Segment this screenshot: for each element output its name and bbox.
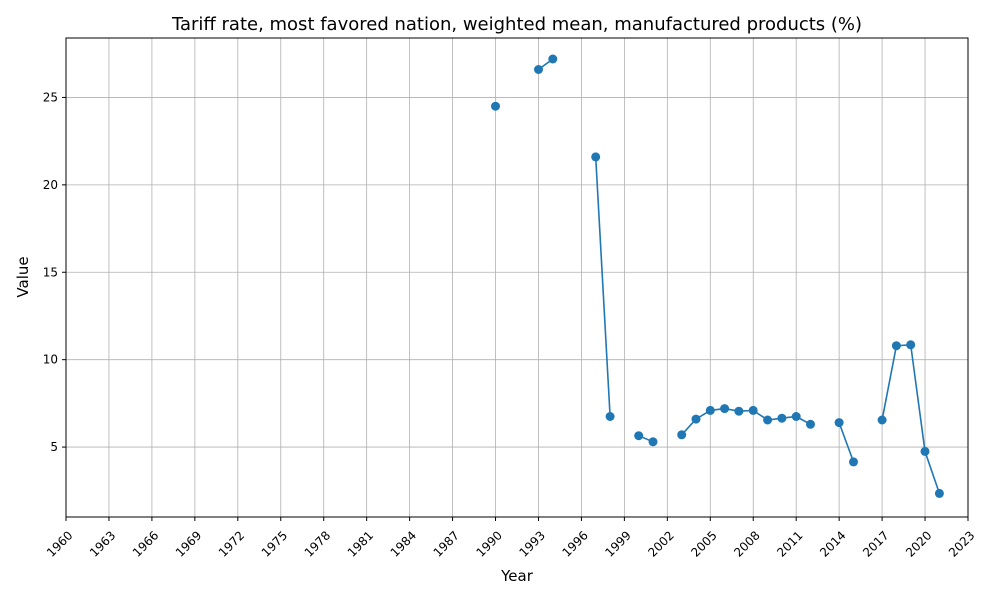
data-point [777, 413, 787, 423]
data-point [720, 404, 730, 414]
data-point [748, 405, 758, 415]
y-tick-label: 10 [43, 353, 58, 367]
data-point [806, 419, 815, 429]
data-point [934, 488, 944, 498]
y-axis-ticks: 5 10 15 20 25 [43, 90, 66, 454]
data-point [834, 418, 844, 428]
plot-frame [65, 37, 969, 518]
series-line-segment [681, 407, 811, 436]
data-point [605, 412, 615, 421]
data-point [677, 430, 687, 440]
data-point [548, 54, 558, 64]
x-axis-label: Year [500, 567, 534, 585]
data-point [491, 101, 500, 111]
y-axis-label: Value [14, 256, 32, 297]
y-tick-label: 25 [43, 90, 58, 104]
data-point [634, 431, 644, 441]
data-point [591, 152, 601, 162]
data-point [791, 412, 801, 421]
data-point [691, 414, 701, 424]
data-point [534, 65, 543, 74]
chart-title: Tariff rate, most favored nation, weight… [171, 14, 862, 35]
series [491, 54, 944, 498]
data-point [648, 437, 658, 447]
grid [65, 38, 969, 517]
data-point [763, 415, 773, 425]
data-point [705, 405, 715, 415]
data-point [891, 341, 901, 351]
y-tick-label: 15 [43, 265, 58, 279]
data-point [734, 406, 744, 416]
data-point [920, 446, 930, 456]
data-point [906, 340, 916, 350]
y-tick-label: 20 [43, 178, 58, 192]
data-point [849, 457, 858, 467]
series-line-segment [594, 156, 611, 417]
series-line-segment [838, 422, 855, 463]
data-point [877, 415, 887, 425]
y-tick-label: 5 [50, 440, 58, 454]
